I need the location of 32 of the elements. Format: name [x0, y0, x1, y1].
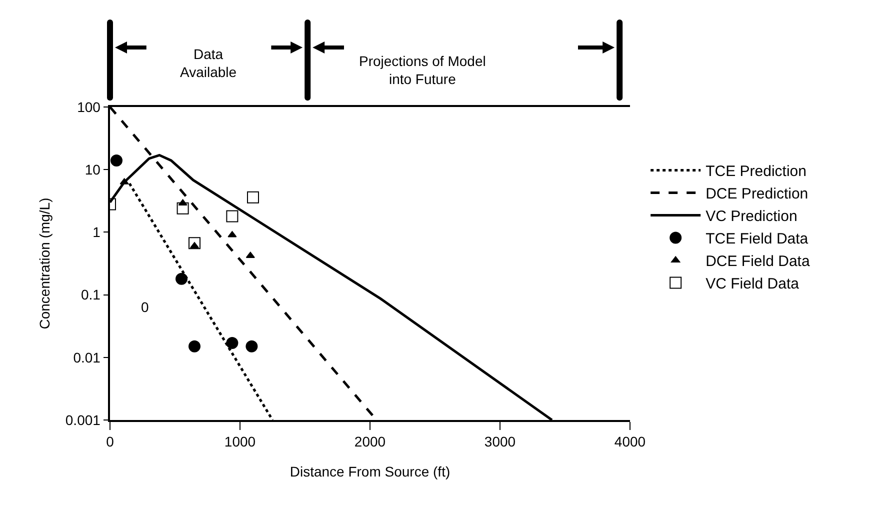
point	[246, 340, 258, 352]
legend-label: VC Prediction	[706, 208, 798, 226]
point	[247, 191, 259, 204]
y-tick-label: 0.1	[80, 286, 101, 303]
legend-label: DCE Prediction	[706, 186, 808, 203]
y-tick-label: 0.001	[65, 412, 101, 428]
text: Projections of Model into Future	[359, 53, 486, 88]
x-tick-label: 1000	[224, 434, 256, 450]
y-axis-title: Concentration (mg/L)	[36, 198, 53, 330]
y-tick-label: 10	[84, 162, 101, 178]
legend-label: TCE Field Data	[706, 230, 809, 248]
point	[188, 237, 200, 250]
legend-label: TCE Prediction	[706, 163, 806, 180]
point	[226, 210, 238, 222]
legend-label: DCE Field Data	[706, 253, 810, 270]
point	[246, 252, 255, 258]
annotation: 0	[141, 299, 149, 315]
legend-label: VC Field Data	[706, 276, 800, 293]
x-tick-label: 2000	[354, 434, 386, 450]
y-tick-label: 1	[92, 224, 101, 240]
x-tick-label: 0	[106, 434, 114, 450]
point	[176, 202, 189, 214]
x-axis-title: Distance From Source (ft)	[290, 463, 450, 480]
x-tick-label: 3000	[484, 434, 516, 450]
y-tick-label: 100	[77, 98, 101, 115]
point	[176, 272, 188, 285]
point	[226, 336, 238, 349]
text: Data Available	[180, 46, 237, 80]
y-tick-label: 0.01	[73, 349, 101, 366]
point	[188, 340, 200, 352]
x-tick-label: 4000	[614, 434, 646, 450]
point	[110, 154, 122, 166]
